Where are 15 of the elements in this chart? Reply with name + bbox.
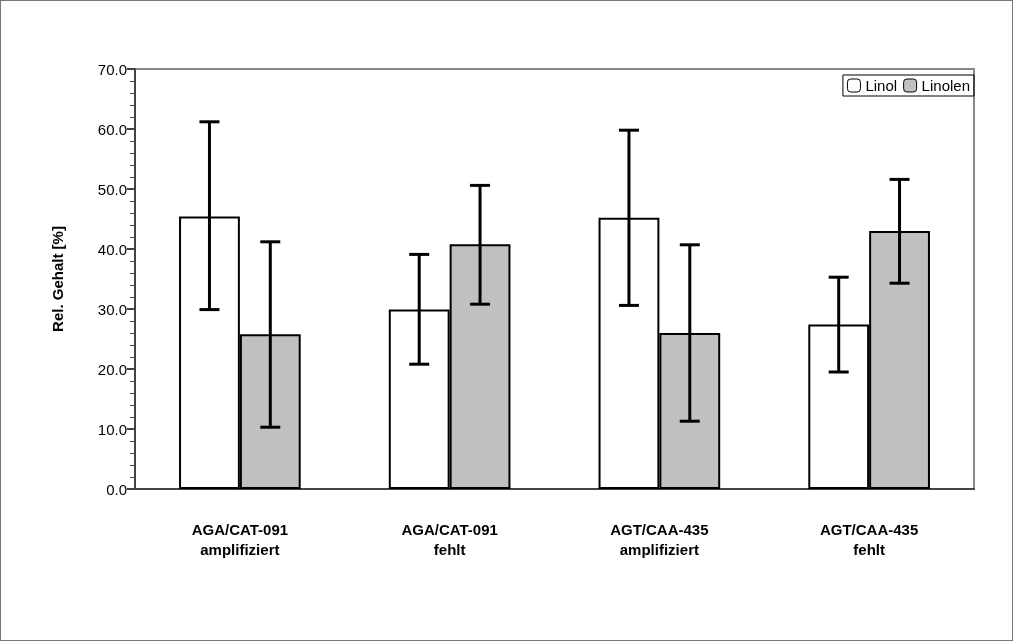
x-tick-label: AGT/CAA-435 amplifiziert xyxy=(610,520,709,558)
y-tick-label: 20.0 xyxy=(97,360,127,378)
y-tick-label: 30.0 xyxy=(97,300,127,318)
y-tick-label: 70.0 xyxy=(97,60,127,78)
x-tick-label: AGA/CAT-091 fehlt xyxy=(401,520,498,558)
legend-label: Linolen xyxy=(921,77,971,94)
legend-label: Linol xyxy=(865,77,898,94)
y-tick-label: 40.0 xyxy=(97,240,127,258)
y-tick-label: 0.0 xyxy=(106,480,127,498)
y-tick-label: 50.0 xyxy=(97,180,127,198)
x-tick-label: AGT/CAA-435 fehlt xyxy=(819,520,919,558)
y-tick-label: 10.0 xyxy=(97,420,127,438)
y-axis-title: Rel. Gehalt [%] xyxy=(49,226,66,332)
x-tick-label: AGA/CAT-091 amplifiziert xyxy=(191,520,289,558)
y-tick-label: 60.0 xyxy=(97,120,127,138)
